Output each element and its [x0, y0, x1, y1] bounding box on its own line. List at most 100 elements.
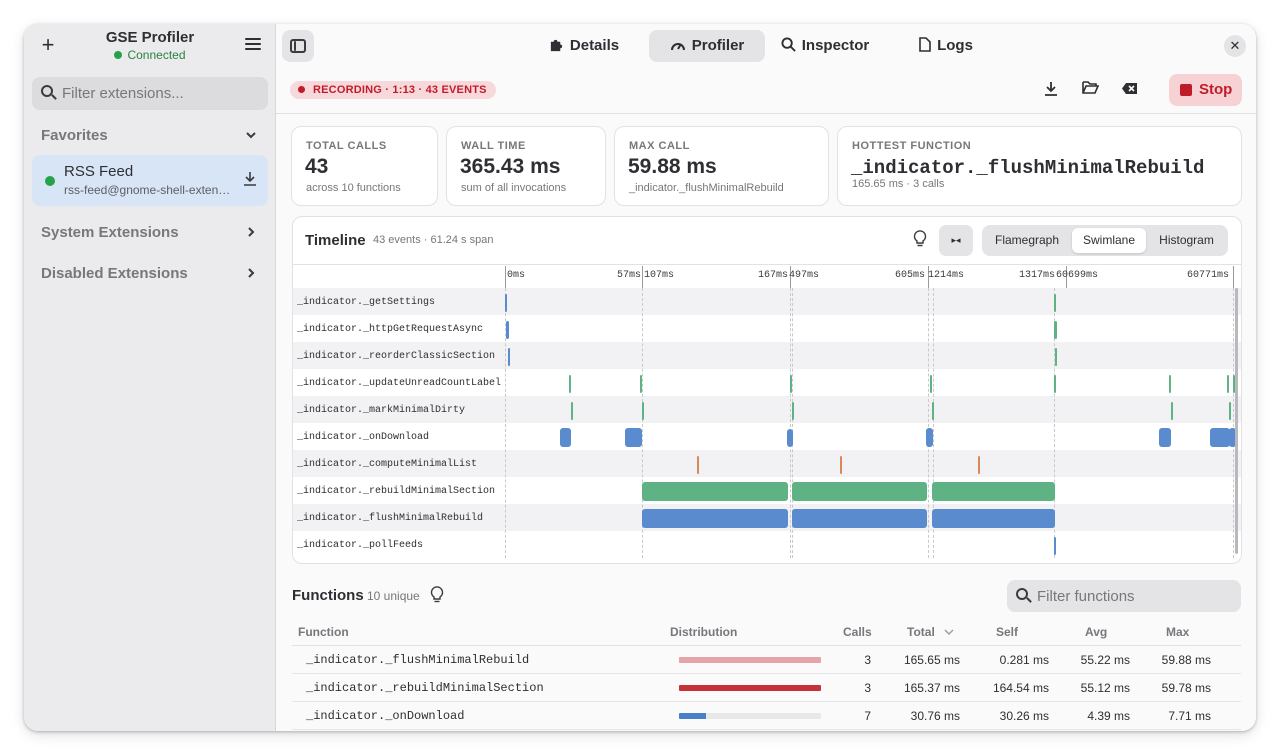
- timeline-event-bar[interactable]: [508, 347, 510, 366]
- timeline-gridline: [1233, 288, 1234, 558]
- timeline-gridline: [933, 288, 934, 558]
- timeline-event-bar[interactable]: [1159, 428, 1171, 447]
- timeline-event-bar[interactable]: [1171, 401, 1173, 420]
- timeline-event-bar[interactable]: [625, 428, 642, 447]
- timeline-event-bar[interactable]: [1054, 293, 1056, 312]
- timeline-event-bar[interactable]: [697, 455, 699, 474]
- chevron-down-icon[interactable]: [245, 128, 257, 144]
- tab-profiler[interactable]: Profiler: [649, 30, 765, 62]
- timeline-gridline: [505, 288, 506, 558]
- stat-value: 59.88 ms: [628, 155, 717, 178]
- timeline-event-bar[interactable]: [505, 293, 507, 312]
- distribution-fill: [679, 713, 706, 719]
- table-row[interactable]: _indicator._flushMinimalRebuild 3 165.65 m…: [292, 646, 1241, 674]
- timeline-event-bar[interactable]: [1229, 428, 1236, 447]
- download-icon[interactable]: [242, 170, 258, 190]
- folder-open-icon[interactable]: [1079, 80, 1101, 102]
- axis-tick-label: 1214ms: [928, 270, 965, 281]
- sidebar-toggle-icon[interactable]: [282, 30, 314, 62]
- clear-icon[interactable]: [1118, 80, 1140, 102]
- function-search-input[interactable]: [1037, 580, 1233, 612]
- timeline-scrollbar[interactable]: [1235, 288, 1238, 554]
- timeline-event-bar[interactable]: [1229, 401, 1231, 420]
- tab-logs[interactable]: Logs: [908, 30, 984, 62]
- stop-button[interactable]: Stop: [1169, 74, 1242, 106]
- extension-search-input[interactable]: [62, 77, 262, 110]
- extension-name: RSS Feed: [64, 163, 134, 180]
- system-extensions-header[interactable]: System Extensions: [41, 224, 179, 241]
- fit-to-view-icon[interactable]: ▸◂: [939, 225, 973, 256]
- profiler-content: TOTAL CALLS 43 across 10 functions WALL …: [276, 114, 1256, 731]
- timeline-event-bar[interactable]: [1227, 374, 1229, 393]
- swimlane-row: _indicator._getSettings: [293, 288, 1241, 315]
- add-icon[interactable]: +: [41, 32, 55, 57]
- timeline-event-bar[interactable]: [1054, 320, 1057, 339]
- timeline-event-bar[interactable]: [1233, 374, 1235, 393]
- swimlane-function-name: _indicator._httpGetRequestAsync: [297, 324, 484, 335]
- timeline-event-bar[interactable]: [792, 509, 927, 528]
- stat-label: HOTTEST FUNCTION: [852, 140, 972, 152]
- swimlane-row: _indicator._onDownload: [293, 423, 1241, 450]
- timeline-event-bar[interactable]: [642, 482, 788, 501]
- timeline-event-bar[interactable]: [1210, 428, 1230, 447]
- view-flamegraph[interactable]: Flamegraph: [994, 233, 1060, 247]
- timeline-event-bar[interactable]: [926, 428, 933, 447]
- cell-avg: 55.12 ms: [1080, 681, 1130, 695]
- timeline-event-bar[interactable]: [792, 482, 927, 501]
- disabled-extensions-header[interactable]: Disabled Extensions: [41, 265, 188, 282]
- timeline-event-bar[interactable]: [792, 401, 794, 420]
- chevron-right-icon[interactable]: [245, 225, 257, 241]
- tab-inspector[interactable]: Inspector: [773, 30, 877, 62]
- timeline-event-bar[interactable]: [1054, 536, 1056, 555]
- timeline-event-bar[interactable]: [640, 374, 642, 393]
- timeline-event-bar[interactable]: [930, 374, 932, 393]
- cell-function: _indicator._flushMinimalRebuild: [306, 653, 530, 667]
- view-histogram[interactable]: Histogram: [1159, 233, 1214, 247]
- sort-desc-icon: [944, 625, 954, 639]
- stat-sub: across 10 functions: [306, 182, 401, 194]
- col-function[interactable]: Function: [298, 625, 349, 639]
- col-self[interactable]: Self: [996, 625, 1019, 639]
- table-row[interactable]: _indicator._rebuildMinimalSection 3 165.37…: [292, 674, 1241, 702]
- file-icon: [919, 30, 931, 62]
- timeline-event-bar[interactable]: [840, 455, 842, 474]
- close-icon[interactable]: ✕: [1224, 35, 1246, 57]
- lightbulb-icon[interactable]: [913, 230, 931, 250]
- timeline-event-bar[interactable]: [1169, 374, 1171, 393]
- timeline-event-bar[interactable]: [1055, 347, 1057, 366]
- col-max[interactable]: Max: [1166, 625, 1190, 639]
- timeline-event-bar[interactable]: [571, 401, 573, 420]
- lightbulb-icon[interactable]: [430, 586, 444, 604]
- timeline-event-bar[interactable]: [560, 428, 571, 447]
- timeline-event-bar[interactable]: [569, 374, 571, 393]
- timeline-event-bar[interactable]: [790, 374, 792, 393]
- timeline-event-bar[interactable]: [642, 401, 644, 420]
- axis-tick-label: 497ms: [789, 270, 820, 281]
- view-swimlane[interactable]: Swimlane: [1072, 228, 1146, 253]
- recording-badge: RECORDING · 1:13 · 43 EVENTS: [290, 81, 496, 99]
- col-calls[interactable]: Calls: [843, 625, 872, 639]
- export-download-icon[interactable]: [1040, 80, 1062, 102]
- timeline-event-bar[interactable]: [932, 482, 1055, 501]
- puzzle-icon: [549, 30, 564, 62]
- cell-total: 165.37 ms: [903, 681, 960, 695]
- favorites-header[interactable]: Favorites: [41, 127, 108, 144]
- table-row[interactable]: _indicator._onDownload 7 30.76 ms 30.26 ms 4…: [292, 702, 1241, 730]
- stat-value: 43: [305, 155, 329, 178]
- extension-item-rss-feed[interactable]: RSS Feed rss-feed@gnome-shell-extensions…: [32, 155, 268, 206]
- cell-calls: 3: [864, 681, 871, 695]
- timeline-event-bar[interactable]: [1054, 374, 1056, 393]
- col-avg[interactable]: Avg: [1085, 625, 1108, 639]
- timeline-event-bar[interactable]: [787, 428, 793, 447]
- col-total[interactable]: Total: [907, 625, 954, 639]
- menu-icon[interactable]: [245, 38, 261, 52]
- timeline-event-bar[interactable]: [506, 320, 509, 339]
- timeline-event-bar[interactable]: [932, 401, 934, 420]
- timeline-event-bar[interactable]: [978, 455, 980, 474]
- chevron-right-icon[interactable]: [245, 266, 257, 282]
- col-distribution[interactable]: Distribution: [670, 625, 738, 639]
- timeline-event-bar[interactable]: [642, 509, 788, 528]
- timeline-event-bar[interactable]: [932, 509, 1055, 528]
- cell-max: 7.71 ms: [1168, 709, 1211, 723]
- tab-details[interactable]: Details: [538, 30, 630, 62]
